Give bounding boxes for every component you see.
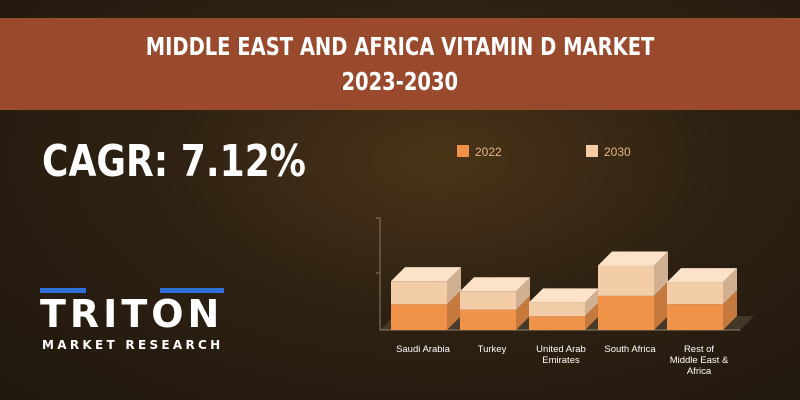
- legend-swatch-2022: [457, 145, 469, 157]
- bar-2022-side: [585, 302, 599, 330]
- bar-2030-side: [585, 288, 599, 317]
- triton-logo: TRITON MARKET RESEARCH: [40, 288, 240, 358]
- title-line-1: MIDDLE EAST AND AFRICA VITAMIN D MARKET: [145, 32, 655, 61]
- x-tick-label: Rest of: [684, 344, 714, 355]
- bar-2030-front: [529, 302, 585, 317]
- bar-2030-top: [529, 288, 599, 303]
- x-tick-label: Saudi Arabia: [396, 344, 451, 355]
- legend-label-2022: 2022: [475, 145, 502, 159]
- bar-2030-top: [667, 268, 737, 283]
- x-tick-label: Middle East &: [670, 355, 729, 366]
- bar-2030-top: [598, 251, 668, 266]
- bar-2030-side: [447, 267, 461, 305]
- cagr-label: CAGR: 7.12%: [42, 136, 306, 187]
- x-tick-label: United Arab: [536, 344, 586, 355]
- bar-2030-side: [723, 268, 737, 305]
- logo-accent-bar-left: [40, 288, 86, 293]
- bar-2030-front: [667, 282, 723, 305]
- legend-label-2030: 2030: [604, 145, 631, 159]
- legend-swatch-2030: [586, 145, 598, 157]
- bar-2022-side: [447, 290, 461, 330]
- bar-2030-front: [598, 265, 654, 296]
- bar-2022-front: [598, 295, 654, 330]
- title-banner: MIDDLE EAST AND AFRICA VITAMIN D MARKET …: [0, 18, 800, 110]
- bar-2030-front: [460, 291, 516, 310]
- bar-2022-front: [460, 309, 516, 330]
- logo-accent-bar-right: [160, 288, 224, 293]
- bar-2030-top: [391, 267, 461, 282]
- bar-2030-side: [654, 251, 668, 296]
- bar-2022-front: [667, 304, 723, 330]
- bar-2022-side: [654, 281, 668, 330]
- bar-2022-front: [529, 316, 585, 330]
- bar-2030-top: [460, 277, 530, 292]
- logo-name: TRITON: [40, 292, 224, 336]
- title-line-2: 2023-2030: [341, 67, 459, 96]
- bar-2022-side: [723, 290, 737, 330]
- x-tick-label: Africa: [687, 366, 712, 377]
- x-tick-label: South Africa: [604, 344, 656, 355]
- x-tick-label: Turkey: [478, 344, 507, 355]
- bar-2030-front: [391, 281, 447, 305]
- bar-2022-side: [516, 295, 530, 330]
- bar-2022-front: [391, 304, 447, 330]
- bar-2030-side: [516, 277, 530, 310]
- logo-subtitle: MARKET RESEARCH: [42, 338, 224, 352]
- x-tick-label: Emirates: [542, 355, 580, 366]
